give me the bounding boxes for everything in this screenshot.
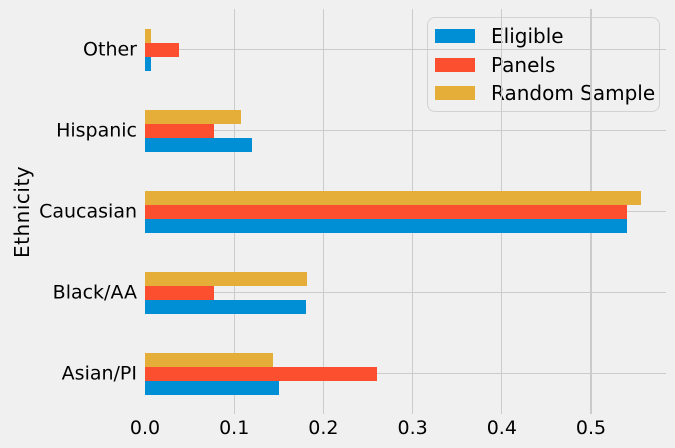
legend-label: Random Sample [491,80,656,105]
x-tick-label: 0.1 [219,417,250,439]
bar-random-sample-hispanic [145,109,242,124]
bar-eligible-asian-pi [145,380,279,395]
bar-random-sample-asian-pi [145,352,273,367]
bar-random-sample-caucasian [145,190,641,205]
x-tick-label: 0.2 [308,417,339,439]
category-label-hispanic: Hispanic [56,119,137,141]
category-label-caucasian: Caucasian [39,200,137,222]
bar-eligible-hispanic [145,137,253,152]
y-gridline [145,48,666,51]
legend-label: Eligible [491,24,564,49]
category-label-other: Other [83,38,137,60]
y-gridline [145,129,666,132]
legend-label: Panels [491,52,556,77]
bar-panels-asian-pi [145,366,377,381]
y-gridline [145,291,666,294]
bar-random-sample-other [145,28,152,43]
legend-swatch-eligible [435,29,475,44]
bar-eligible-black-aa [145,299,306,314]
bar-panels-caucasian [145,204,627,219]
legend-item-random-sample: Random Sample [435,83,659,103]
bar-random-sample-black-aa [145,271,308,286]
bar-eligible-other [145,56,152,71]
bar-panels-other [145,42,179,57]
bar-eligible-caucasian [145,218,627,233]
category-label-black-aa: Black/AA [52,281,137,303]
legend-item-eligible: Eligible [435,26,659,46]
legend-item-panels: Panels [435,55,659,75]
bar-panels-hispanic [145,123,214,138]
legend-swatch-random-sample [435,85,475,100]
x-tick-label: 0.3 [397,417,428,439]
x-tick-label: 0.0 [129,417,161,439]
category-label-asian-pi: Asian/PI [61,362,137,384]
bar-panels-black-aa [145,285,214,300]
x-tick-label: 0.5 [575,417,607,439]
legend-swatch-panels [435,57,475,72]
x-tick-label: 0.4 [486,417,517,439]
y-gridline [145,372,666,375]
legend: Eligible Panels Random Sample [427,17,660,112]
